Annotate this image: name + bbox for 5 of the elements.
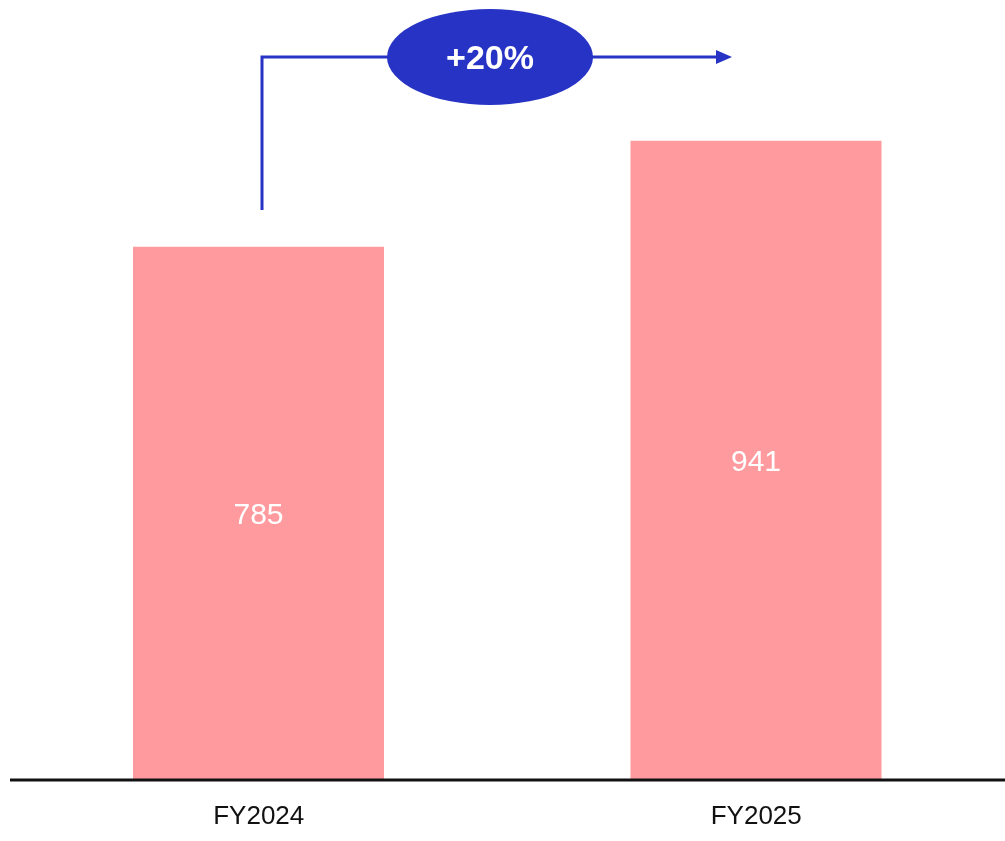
x-tick-label: FY2025 — [710, 800, 802, 831]
data-label: 785 — [233, 496, 284, 530]
data-label: 941 — [730, 443, 782, 477]
x-tick-label: FY2024 — [213, 800, 305, 831]
text: +20% — [446, 38, 534, 76]
